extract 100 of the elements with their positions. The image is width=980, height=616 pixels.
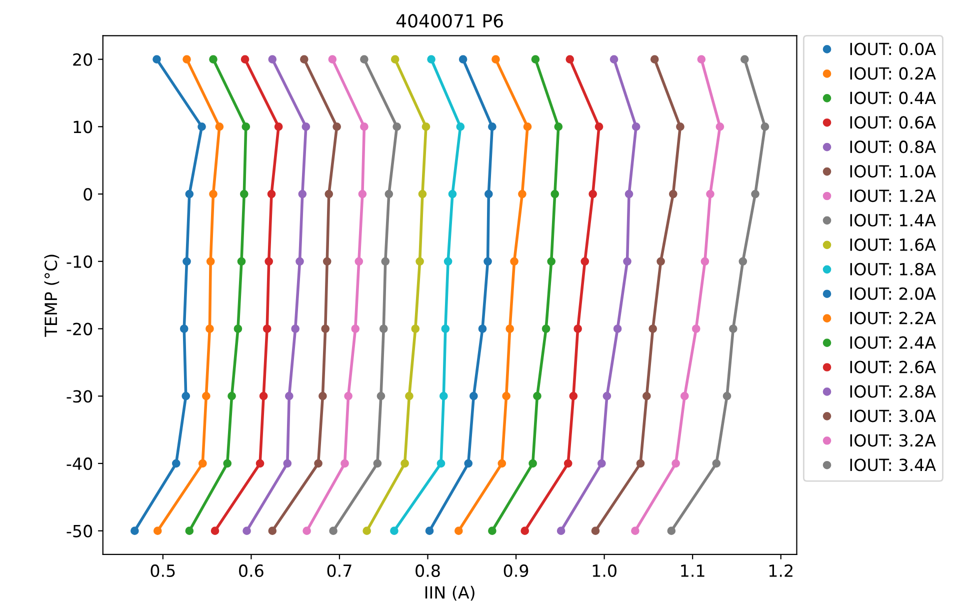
x-tick-label: 0.9 xyxy=(504,564,528,578)
point xyxy=(484,190,493,198)
point xyxy=(631,526,640,535)
point xyxy=(712,459,721,468)
point xyxy=(256,459,264,468)
point xyxy=(642,392,651,400)
point xyxy=(242,122,250,131)
point xyxy=(237,257,246,266)
point xyxy=(506,324,514,333)
point xyxy=(329,526,338,535)
point xyxy=(321,324,330,333)
point xyxy=(268,526,277,535)
point xyxy=(760,122,770,131)
point xyxy=(668,190,678,198)
point xyxy=(172,459,180,468)
point xyxy=(488,122,496,131)
point xyxy=(180,324,188,333)
point xyxy=(210,526,220,535)
point xyxy=(209,55,218,64)
point xyxy=(411,324,420,333)
y-tick-label: 20 xyxy=(73,53,92,66)
point xyxy=(502,392,510,400)
point xyxy=(328,55,337,64)
point xyxy=(340,459,349,468)
y-tick-label: -30 xyxy=(66,390,92,403)
x-tick-label: 0.7 xyxy=(327,564,352,578)
legend-label: IOUT: 3.0A xyxy=(850,410,936,422)
legend-label: IOUT: 0.4A xyxy=(850,92,936,104)
point xyxy=(324,190,334,198)
point xyxy=(268,55,277,64)
point xyxy=(547,257,556,266)
point xyxy=(436,459,446,468)
y-tick-label: -50 xyxy=(66,524,92,538)
point xyxy=(591,526,600,535)
point xyxy=(692,324,700,333)
y-tick-label: -20 xyxy=(66,322,92,336)
legend-label: IOUT: 2.4A xyxy=(850,336,936,349)
point xyxy=(302,122,310,131)
point xyxy=(362,526,372,535)
point xyxy=(185,526,194,535)
point xyxy=(550,190,560,198)
point xyxy=(574,324,582,333)
point xyxy=(354,257,364,266)
point xyxy=(531,55,540,64)
x-tick-label: 1.2 xyxy=(769,564,792,577)
point xyxy=(488,526,496,535)
point xyxy=(469,392,478,400)
point xyxy=(706,190,714,198)
point xyxy=(594,122,604,131)
point xyxy=(427,55,436,64)
point xyxy=(291,324,300,333)
legend-label: IOUT: 0.8A xyxy=(850,140,936,154)
point xyxy=(373,459,382,468)
point xyxy=(300,55,308,64)
legend-label: IOUT: 1.8A xyxy=(850,262,936,276)
point xyxy=(444,257,452,266)
legend-label: IOUT: 2.6A xyxy=(850,360,936,374)
point xyxy=(223,459,232,468)
point xyxy=(484,257,492,266)
point xyxy=(456,122,465,131)
point xyxy=(518,190,526,198)
point xyxy=(554,122,563,131)
point xyxy=(533,392,542,400)
point xyxy=(384,190,394,198)
y-axis-title: TEMP (°C) xyxy=(44,254,60,337)
point xyxy=(580,257,590,266)
point xyxy=(700,257,710,266)
point xyxy=(542,324,550,333)
x-tick-label: 0.8 xyxy=(416,564,440,578)
point xyxy=(738,257,748,266)
legend-label: IOUT: 0.2A xyxy=(850,67,936,80)
legend-label: IOUT: 0.0A xyxy=(850,42,936,56)
point xyxy=(597,459,606,468)
point xyxy=(405,392,414,400)
legend-label: IOUT: 3.2A xyxy=(850,434,936,447)
y-tick-label: -10 xyxy=(66,255,92,268)
point xyxy=(656,257,665,266)
point xyxy=(613,324,622,333)
legend-label: IOUT: 1.2A xyxy=(850,189,936,202)
y-tick-label: -40 xyxy=(66,457,92,470)
point xyxy=(202,392,210,400)
point xyxy=(206,257,215,266)
point xyxy=(740,55,749,64)
point xyxy=(198,122,206,131)
point xyxy=(458,55,468,64)
point xyxy=(198,459,207,468)
point xyxy=(302,526,311,535)
point xyxy=(650,55,659,64)
point xyxy=(344,392,352,400)
point xyxy=(153,526,162,535)
chart-title: 4040071 P6 xyxy=(396,14,503,28)
point xyxy=(332,122,341,131)
point xyxy=(242,526,251,535)
point xyxy=(422,122,430,131)
x-tick-label: 1.1 xyxy=(681,564,704,577)
x-tick-label: 0.5 xyxy=(150,564,175,578)
point xyxy=(185,190,194,198)
point xyxy=(376,392,386,400)
point xyxy=(182,257,191,266)
point xyxy=(624,190,634,198)
